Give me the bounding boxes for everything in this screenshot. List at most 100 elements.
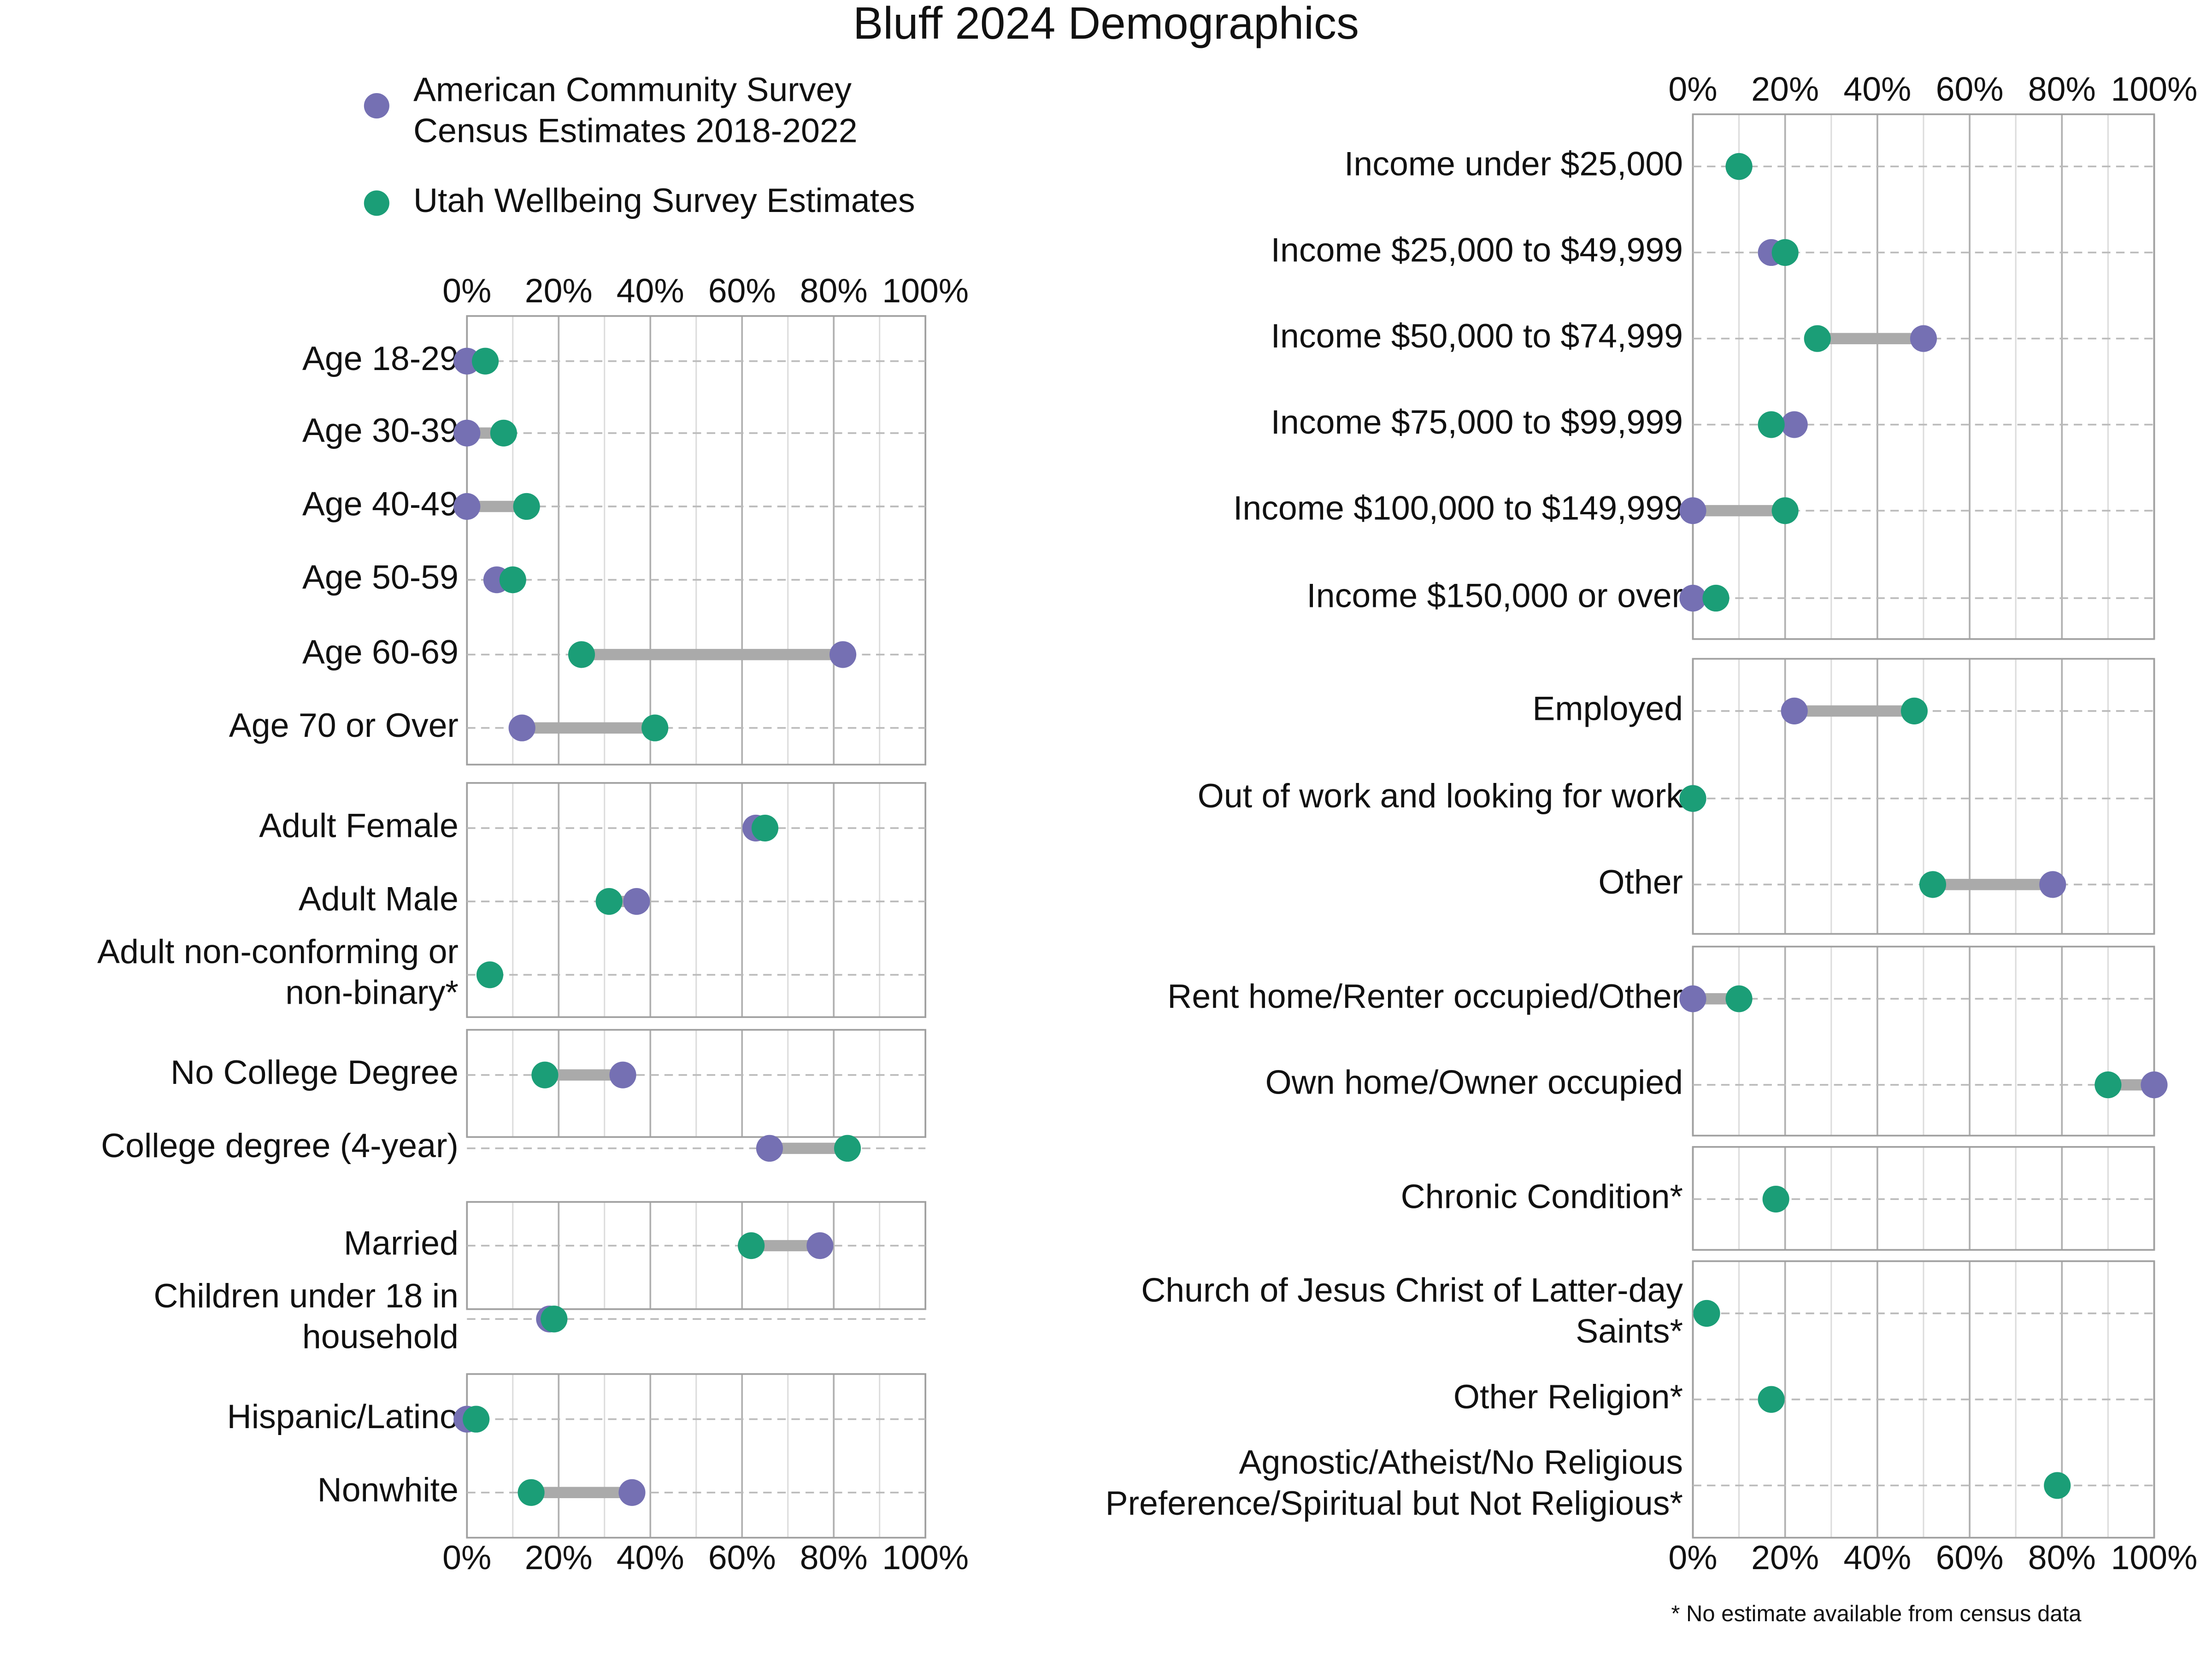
x-tick-label: 20% <box>1751 1538 1819 1577</box>
dot <box>453 419 481 447</box>
x-tick-label: 40% <box>1843 70 1911 108</box>
x-tick-label: 80% <box>2028 1538 2096 1577</box>
dot <box>1762 1185 1789 1213</box>
dot <box>1900 697 1928 724</box>
dot <box>738 1232 765 1259</box>
y-category-label: Hispanic/Latino <box>227 1397 459 1435</box>
dot <box>609 1061 636 1088</box>
x-tick-label: 0% <box>1668 1538 1717 1577</box>
y-category-label: Income $100,000 to $149,999 <box>1233 489 1683 527</box>
y-category-label: Employed <box>1532 689 1683 727</box>
y-category-label: Out of work and looking for work <box>1198 777 1683 815</box>
y-category-label: Adult Male <box>299 880 459 918</box>
dot <box>1693 1300 1720 1327</box>
dot <box>1804 325 1831 352</box>
dot <box>518 1479 545 1506</box>
x-tick-label: 100% <box>2111 1538 2198 1577</box>
y-category-label: Adult non-conforming or non-binary* <box>97 932 459 1012</box>
dot <box>1725 153 1753 180</box>
x-tick-label: 80% <box>2028 70 2096 108</box>
chart-title: Bluff 2024 Demographics <box>853 0 1359 48</box>
x-tick-label: 60% <box>1936 1538 2004 1577</box>
x-tick-label: 60% <box>1936 70 2004 108</box>
dot <box>508 714 535 741</box>
dot <box>756 1135 783 1162</box>
dot <box>1725 985 1753 1012</box>
y-category-label: Age 40-49 <box>302 484 459 523</box>
x-tick-label: 60% <box>708 1538 776 1577</box>
x-tick-label: 20% <box>1751 70 1819 108</box>
y-category-label: Income $75,000 to $99,999 <box>1271 403 1683 441</box>
dot <box>499 566 526 594</box>
dot <box>806 1232 834 1259</box>
dot <box>595 888 623 915</box>
legend-marker <box>364 190 389 216</box>
x-tick-label: 40% <box>1843 1538 1911 1577</box>
dot <box>1679 497 1706 524</box>
dot <box>1758 411 1785 438</box>
dot <box>541 1306 568 1333</box>
panel-frame <box>466 315 926 766</box>
dot <box>751 814 779 842</box>
y-category-label: Age 70 or Over <box>229 706 459 744</box>
dot <box>618 1479 646 1506</box>
dot <box>1679 584 1706 612</box>
y-category-label: Other Religion* <box>1453 1377 1683 1416</box>
x-tick-label: 100% <box>882 271 969 310</box>
y-category-label: No College Degree <box>171 1053 459 1091</box>
y-category-label: Age 18-29 <box>302 339 459 377</box>
y-category-label: College degree (4-year) <box>101 1126 459 1165</box>
dot <box>1702 584 1730 612</box>
y-category-label: Children under 18 in household <box>153 1277 459 1356</box>
dot <box>1771 497 1799 524</box>
y-category-label: Own home/Owner occupied <box>1265 1063 1683 1101</box>
dot <box>531 1061 559 1088</box>
x-tick-label: 0% <box>442 1538 491 1577</box>
dot <box>1771 239 1799 266</box>
x-tick-label: 20% <box>525 271 593 310</box>
dot <box>2044 1472 2071 1499</box>
y-category-label: Income $25,000 to $49,999 <box>1271 230 1683 269</box>
panel-frame <box>1692 113 2155 640</box>
y-category-label: Nonwhite <box>318 1471 459 1509</box>
x-tick-label: 0% <box>1668 70 1717 108</box>
legend-marker <box>364 93 389 119</box>
dot <box>453 347 481 375</box>
panel-frame <box>466 782 926 1018</box>
legend-label: American Community Survey Census Estimate… <box>413 71 858 150</box>
dot <box>463 1406 490 1433</box>
x-tick-label: 60% <box>708 271 776 310</box>
x-tick-label: 80% <box>800 1538 868 1577</box>
x-tick-label: 100% <box>882 1538 969 1577</box>
dot <box>1781 411 1808 438</box>
y-category-label: Age 60-69 <box>302 633 459 671</box>
dot <box>490 419 517 447</box>
dot <box>513 493 540 520</box>
y-category-label: Income under $25,000 <box>1344 145 1683 183</box>
y-category-label: Age 30-39 <box>302 411 459 449</box>
dot <box>1679 985 1706 1012</box>
panel-frame <box>466 1373 926 1539</box>
y-category-label: Income $50,000 to $74,999 <box>1271 317 1683 355</box>
x-tick-label: 0% <box>442 271 491 310</box>
x-tick-label: 40% <box>617 271 684 310</box>
panel-frame <box>1692 946 2155 1137</box>
legend-label: Utah Wellbeing Survey Estimates <box>413 181 915 219</box>
x-tick-label: 100% <box>2111 70 2198 108</box>
dot <box>453 493 481 520</box>
y-category-label: Rent home/Renter occupied/Other <box>1167 977 1683 1015</box>
dot <box>476 961 504 988</box>
dot <box>830 641 857 668</box>
y-category-label: Married <box>344 1224 459 1262</box>
y-category-label: Age 50-59 <box>302 558 459 596</box>
dot <box>623 888 650 915</box>
x-tick-label: 80% <box>800 271 868 310</box>
dot <box>1758 1386 1785 1413</box>
dot <box>641 714 669 741</box>
footnote: * No estimate available from census data <box>1671 1601 2082 1626</box>
x-tick-label: 40% <box>617 1538 684 1577</box>
dot <box>2141 1071 2168 1099</box>
y-category-label: Agnostic/Atheist/No Religious Preference/… <box>1106 1443 1683 1522</box>
x-tick-label: 20% <box>525 1538 593 1577</box>
